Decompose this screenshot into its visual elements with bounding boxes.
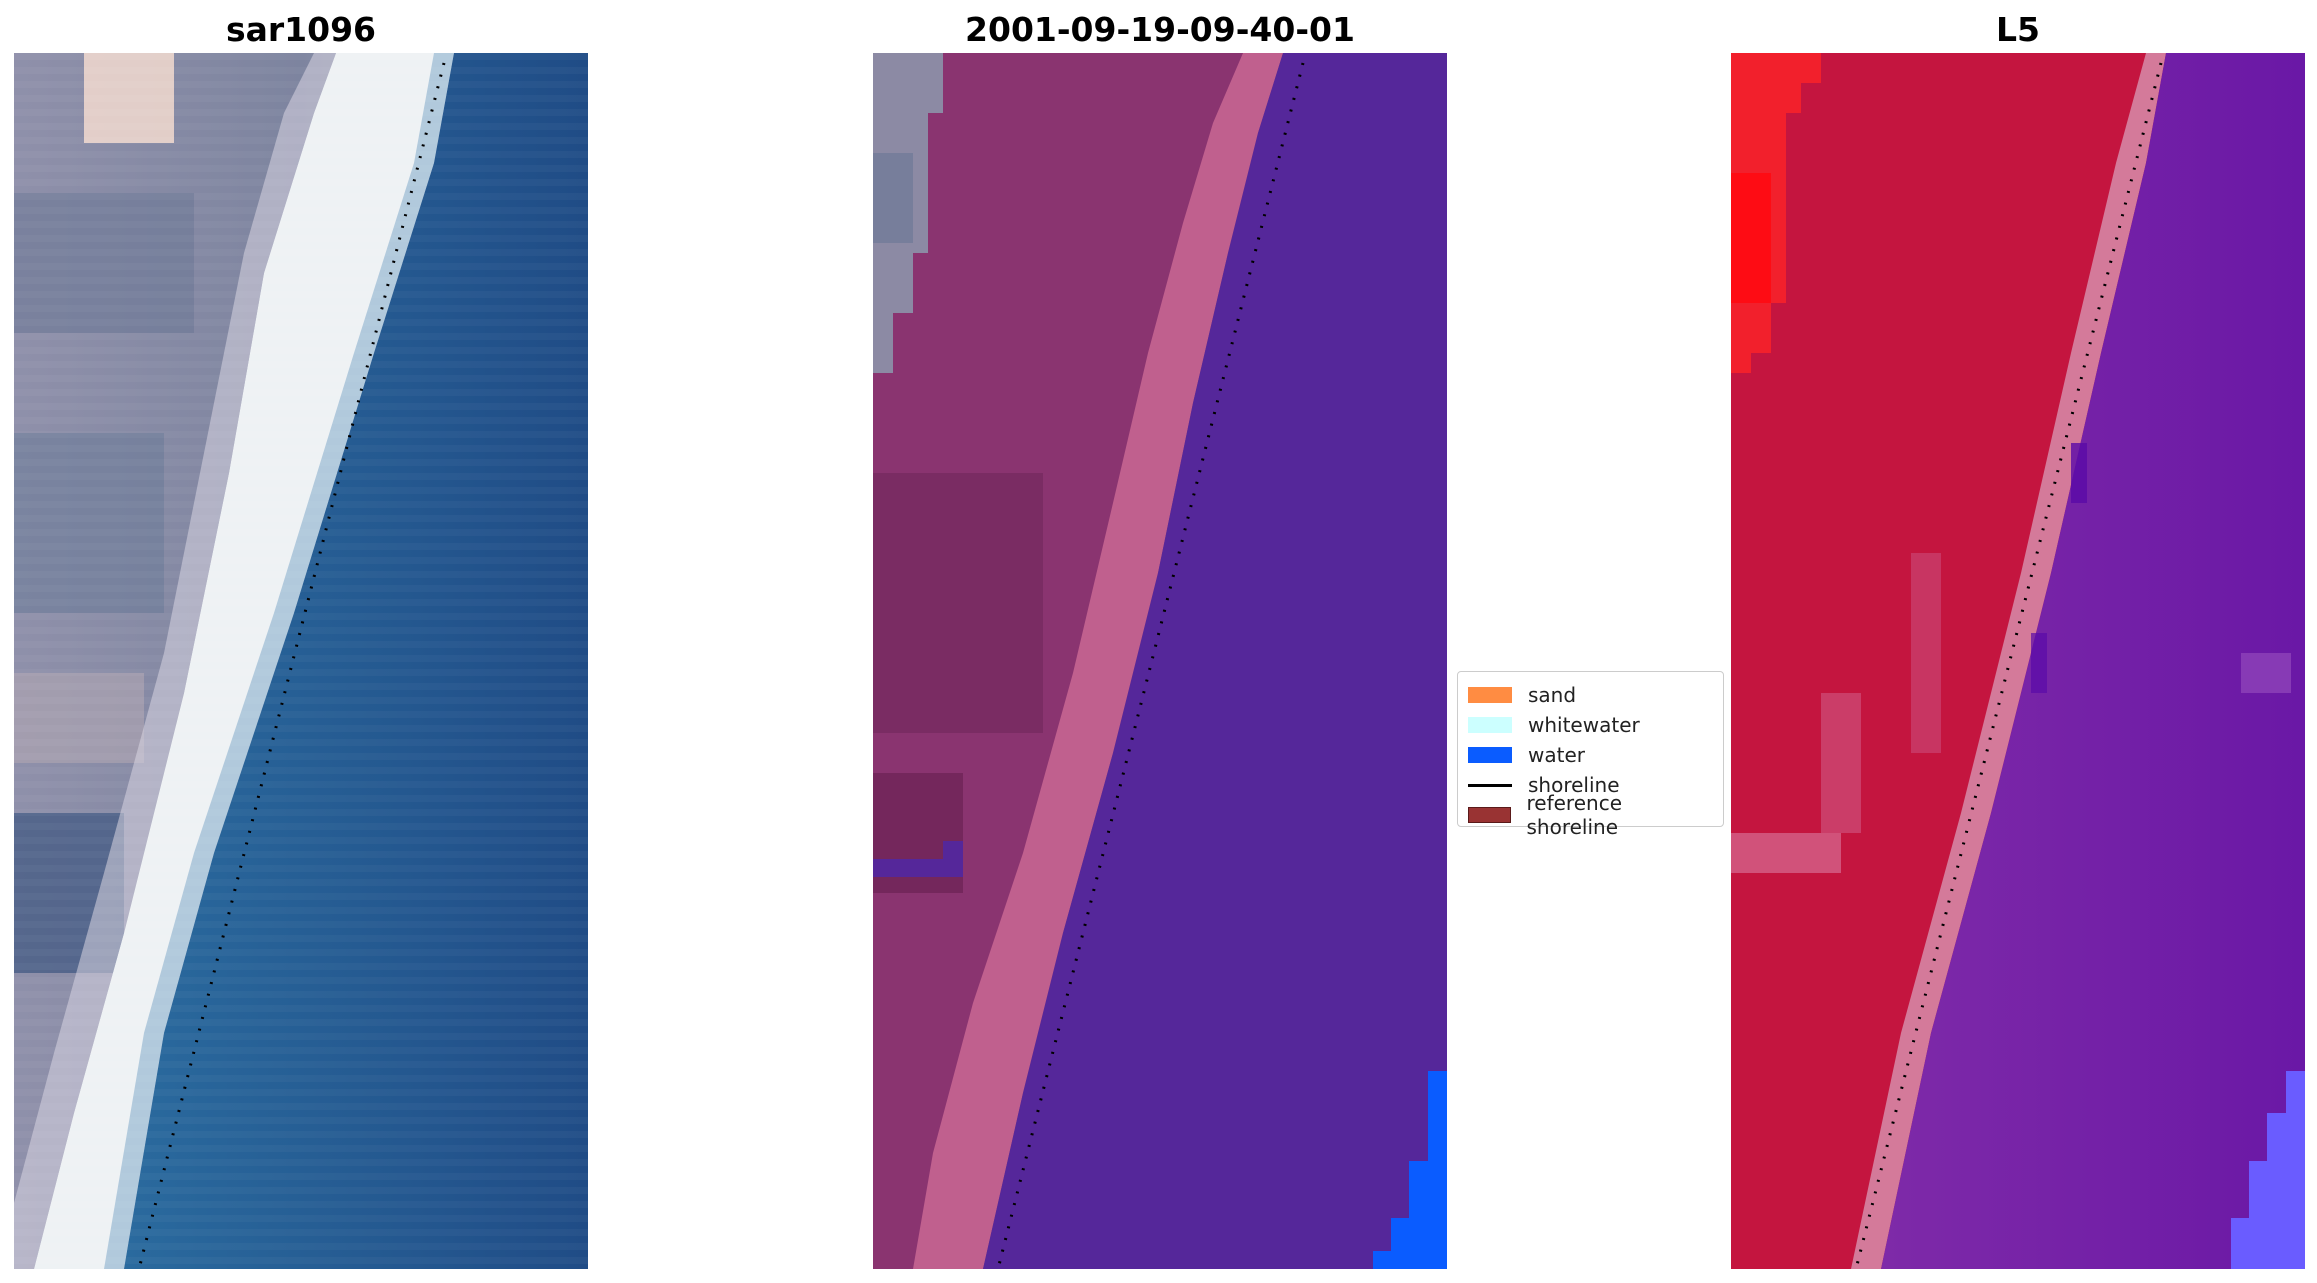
classified-image <box>873 53 1447 1269</box>
index-water <box>1881 53 2305 1269</box>
shoreline-line-swatch <box>1468 783 1512 787</box>
classified-image-panel <box>873 53 1447 1269</box>
legend-item-whitewater: whitewater <box>1468 710 1713 740</box>
legend-item-sand: sand <box>1468 680 1713 710</box>
reference-shoreline-swatch <box>1468 807 1511 823</box>
panel-title-classified: 2001-09-19-09-40-01 <box>965 10 1355 49</box>
rgb-image-panel <box>14 53 588 1269</box>
class-water-patch <box>1373 1071 1447 1269</box>
legend-item-water: water <box>1468 740 1713 770</box>
legend-label-sand: sand <box>1528 683 1577 707</box>
legend-label-whitewater: whitewater <box>1528 713 1640 737</box>
rgb-image <box>14 53 588 1269</box>
panel-title-index: L5 <box>1996 10 2040 49</box>
water-swatch <box>1468 747 1512 763</box>
sand-swatch <box>1468 687 1512 703</box>
index-surf <box>1851 53 2166 1269</box>
legend-label-shoreline: shoreline <box>1528 773 1620 797</box>
index-image <box>1731 53 2305 1269</box>
index-image-panel <box>1731 53 2305 1269</box>
class-water <box>983 53 1447 1269</box>
panel-title-rgb: sar1096 <box>225 10 377 49</box>
class-surf <box>913 53 1283 1269</box>
legend-label-reference-shoreline: reference shoreline <box>1526 791 1623 839</box>
legend-item-shoreline: shoreline <box>1468 770 1713 800</box>
whitewater-swatch <box>1468 717 1512 733</box>
legend-label-water: water <box>1528 743 1585 767</box>
legend-item-reference-shoreline: reference shoreline <box>1468 791 1713 839</box>
index-water-patch <box>2231 1071 2305 1269</box>
legend: sand whitewater water shoreline referenc… <box>1457 671 1724 839</box>
